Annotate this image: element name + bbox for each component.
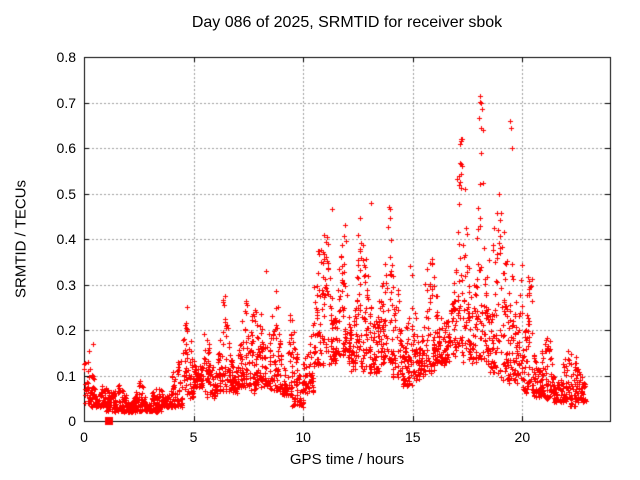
x-tick-label: 5 [189, 429, 198, 445]
y-tick-label: 0.2 [56, 322, 76, 338]
y-tick-label: 0.7 [56, 94, 76, 111]
x-tick-label: 10 [295, 429, 311, 445]
y-tick-label: 0.6 [56, 140, 76, 156]
y-tick-label: 0.4 [56, 231, 76, 247]
y-tick-label: 0 [68, 413, 76, 429]
y-tick-label: 0.1 [56, 367, 76, 384]
y-tick-label: 0.5 [56, 185, 76, 202]
y-tick-label: 0.8 [56, 49, 76, 65]
x-axis-label: GPS time / hours [289, 451, 405, 468]
x-tick-label: 20 [514, 429, 531, 445]
x-tick-label: 15 [404, 429, 421, 445]
x-tick-label: 0 [80, 429, 88, 445]
y-axis-label: SRMTID / TECUs [12, 179, 30, 299]
y-tick-label: 0.3 [56, 276, 76, 293]
chart-title: Day 086 of 2025, SRMTID for receiver sbo… [191, 14, 503, 31]
